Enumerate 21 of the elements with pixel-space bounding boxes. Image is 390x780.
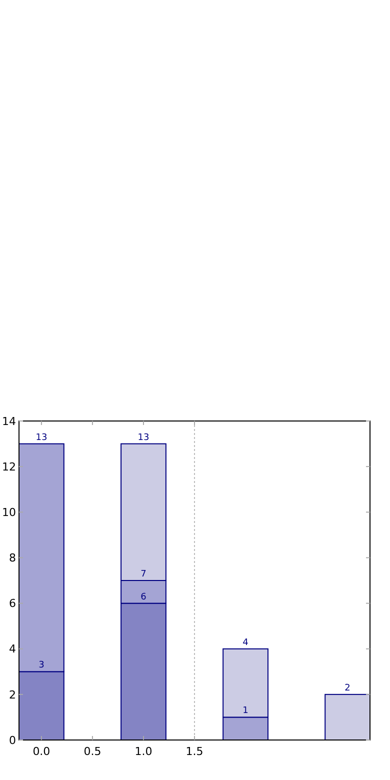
x-tick-label: 1.0	[134, 745, 152, 758]
y-tick-label: 14	[2, 414, 16, 428]
annotation: 3	[38, 660, 44, 671]
annotation: 7	[140, 570, 146, 580]
y-tick-label: 10	[2, 506, 16, 519]
x-tick-label: 1.5	[186, 745, 204, 758]
y-tick-label: 6	[9, 597, 16, 610]
annotation: 13	[36, 432, 48, 443]
annotation: 6	[140, 592, 147, 602]
annotation: 13	[138, 432, 150, 443]
y-tick-label: 0	[9, 734, 16, 747]
y-tick-label: 12	[2, 460, 16, 474]
annotation: 4	[242, 638, 249, 648]
annotation: 1	[242, 706, 248, 716]
bar	[324, 694, 370, 740]
annotation: 2	[344, 683, 350, 694]
y-tick-label: 8	[9, 552, 16, 565]
y-tick-label: 4	[9, 642, 16, 656]
y-tick-label: 2	[9, 688, 16, 702]
x-tick-label: 0.5	[84, 745, 102, 758]
x-tick-label: 0.0	[32, 745, 50, 758]
